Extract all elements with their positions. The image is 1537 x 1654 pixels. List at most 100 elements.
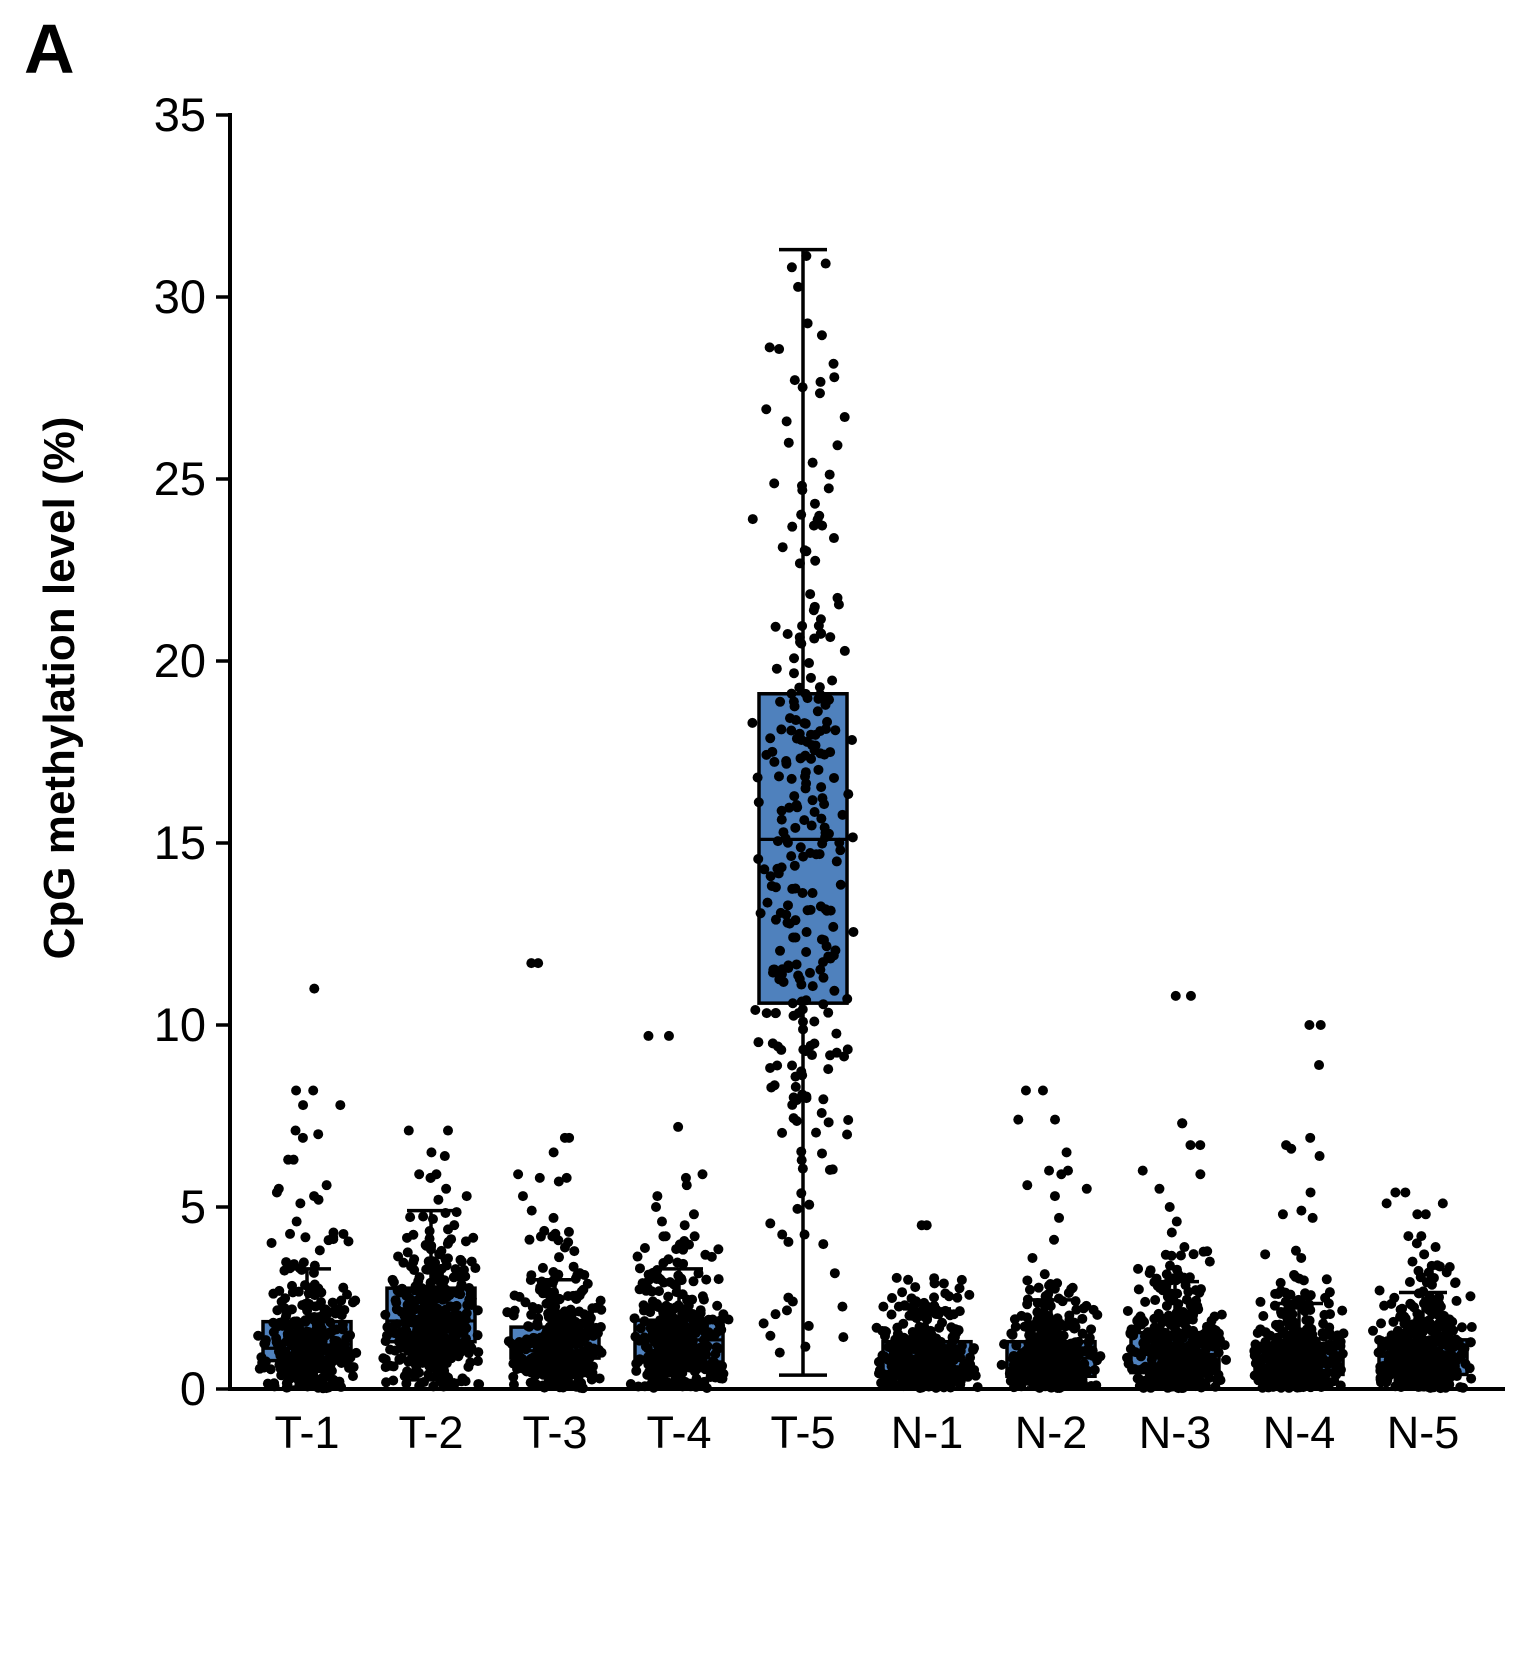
data-point <box>802 318 813 329</box>
data-point <box>429 1285 440 1296</box>
data-point <box>819 799 830 810</box>
data-point <box>569 1359 580 1370</box>
data-point <box>1405 1326 1416 1337</box>
data-point <box>697 1291 708 1302</box>
data-point <box>828 921 839 932</box>
data-point <box>937 1317 948 1328</box>
outlier-point <box>308 1085 319 1096</box>
data-point <box>790 1071 801 1082</box>
x-category-label: T-1 <box>274 1407 339 1458</box>
data-point <box>787 883 798 894</box>
data-point <box>402 1247 413 1258</box>
data-point <box>667 1346 678 1357</box>
data-point <box>811 849 822 860</box>
data-point <box>807 457 818 468</box>
outlier-point <box>533 958 544 969</box>
data-point <box>1275 1285 1286 1296</box>
data-point <box>783 1292 794 1303</box>
data-point <box>309 1260 320 1271</box>
outlier-point <box>680 1172 691 1183</box>
data-point <box>1166 1376 1177 1387</box>
data-point <box>663 1254 674 1265</box>
data-point <box>575 1337 586 1348</box>
data-point <box>559 1312 570 1323</box>
data-point <box>897 1287 908 1298</box>
data-point <box>690 1328 701 1339</box>
data-point <box>306 1362 317 1373</box>
data-point <box>1176 1383 1187 1394</box>
data-point <box>1067 1282 1078 1293</box>
data-point <box>1378 1365 1389 1376</box>
data-point <box>1151 1273 1162 1284</box>
data-point <box>689 1231 700 1242</box>
data-point <box>778 976 789 987</box>
data-point <box>815 376 826 387</box>
data-point <box>789 791 800 802</box>
data-point <box>473 1379 484 1390</box>
data-point <box>639 1316 650 1327</box>
data-point <box>443 1224 454 1235</box>
data-point <box>1390 1348 1401 1359</box>
outlier-point <box>681 1180 692 1191</box>
data-point <box>298 1257 309 1268</box>
data-point <box>1139 1317 1150 1328</box>
data-point <box>431 1356 442 1367</box>
data-point <box>594 1373 605 1384</box>
data-point <box>464 1294 475 1305</box>
data-point <box>1258 1310 1269 1321</box>
x-category-label: N-3 <box>1139 1407 1212 1458</box>
data-point <box>1290 1337 1301 1348</box>
data-point <box>1426 1365 1437 1376</box>
data-point <box>807 981 818 992</box>
data-point <box>279 1303 290 1314</box>
data-point <box>835 879 846 890</box>
data-point <box>403 1356 414 1367</box>
data-point <box>797 620 808 631</box>
data-point <box>765 871 776 882</box>
data-point <box>816 813 827 824</box>
data-point <box>1321 1274 1332 1285</box>
data-point <box>1039 1269 1050 1280</box>
data-point <box>701 1274 712 1285</box>
data-point <box>563 1237 574 1248</box>
data-point <box>1133 1284 1144 1295</box>
data-point <box>414 1272 425 1283</box>
data-point <box>820 258 831 269</box>
data-point <box>1064 1310 1075 1321</box>
data-point <box>1219 1340 1230 1351</box>
data-point <box>1269 1300 1280 1311</box>
data-point <box>676 1378 687 1389</box>
data-point <box>954 1283 965 1294</box>
data-point <box>700 1249 711 1260</box>
data-point <box>1066 1341 1077 1352</box>
data-point <box>781 758 792 769</box>
outlier-point <box>938 1278 949 1289</box>
data-point <box>832 440 843 451</box>
data-point <box>1037 1362 1048 1373</box>
data-point <box>287 1280 298 1291</box>
data-point <box>898 1332 909 1343</box>
data-point <box>761 404 772 415</box>
data-point <box>1444 1261 1455 1272</box>
data-point <box>1397 1303 1408 1314</box>
data-point <box>1045 1279 1056 1290</box>
data-point <box>777 964 788 975</box>
outlier-point <box>1027 1252 1038 1263</box>
data-point <box>1252 1327 1263 1338</box>
data-point <box>1455 1350 1466 1361</box>
data-point <box>345 1330 356 1341</box>
data-point <box>508 1371 519 1382</box>
data-point <box>455 1254 466 1265</box>
data-point <box>1041 1333 1052 1344</box>
data-point <box>654 1286 665 1297</box>
data-point <box>1279 1327 1290 1338</box>
data-point <box>796 1188 807 1199</box>
data-point <box>683 1239 694 1250</box>
panel-label: A <box>24 10 75 88</box>
data-point <box>1411 1367 1422 1378</box>
data-point <box>409 1265 420 1276</box>
data-point <box>1298 1367 1309 1378</box>
data-point <box>1189 1364 1200 1375</box>
points-T-1 <box>253 983 362 1394</box>
data-point <box>829 772 840 783</box>
